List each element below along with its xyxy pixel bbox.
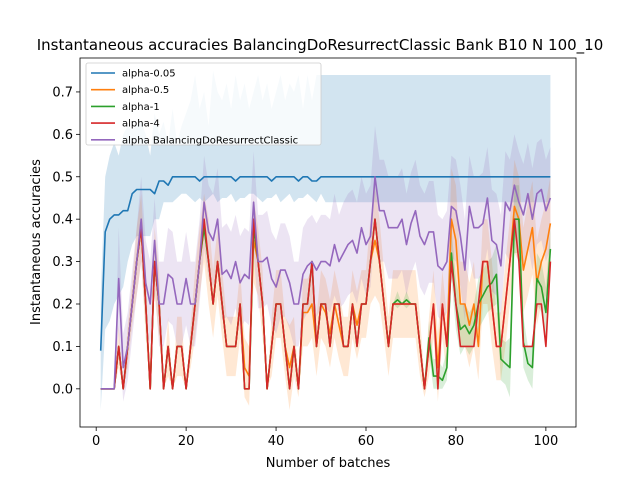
y-tick-label: 0.4 [52, 213, 73, 228]
y-axis-label: Instantaneous accuracies [29, 159, 44, 325]
line-series-4 [100, 176, 552, 390]
legend: alpha-0.05 alpha-0.5 alpha-1 alpha-4 alpha B… [85, 62, 322, 146]
x-tick-label: 40 [268, 434, 285, 449]
chart-title: Instantaneous accuracies BalancingDoResu… [37, 36, 604, 55]
y-tick-label: 0.5 [52, 170, 73, 185]
legend-label: alpha-0.05 [122, 69, 176, 80]
line-series-3 [100, 218, 552, 390]
legend-label: alpha-0.5 [122, 85, 169, 96]
line-series-0 [99, 176, 551, 351]
y-tick-label: 0.1 [52, 340, 73, 355]
y-tick-label: 0.3 [52, 255, 73, 270]
x-tick-label: 60 [358, 434, 375, 449]
legend-label: alpha BalancingDoResurrectClassic [122, 135, 298, 146]
x-axis-ticks: 0 20 40 60 80 100 [92, 427, 558, 449]
band-series-2 [100, 185, 551, 398]
y-axis-ticks: 0.0 0.1 0.2 0.3 0.4 0.5 0.6 0.7 [52, 85, 80, 397]
legend-label: alpha-4 [122, 119, 160, 130]
band-series-4 [100, 125, 551, 402]
x-tick-label: 100 [533, 434, 558, 449]
x-tick-label: 80 [448, 434, 465, 449]
y-tick-label: 0.6 [52, 128, 73, 143]
x-axis-label: Number of batches [266, 456, 391, 471]
y-tick-label: 0.0 [52, 382, 73, 397]
y-tick-label: 0.2 [52, 298, 73, 313]
x-tick-label: 20 [178, 434, 195, 449]
x-tick-label: 0 [92, 434, 100, 449]
series-lines [99, 176, 552, 390]
y-tick-label: 0.7 [52, 85, 73, 100]
plot-frame [79, 57, 577, 428]
confidence-bands [100, 70, 551, 410]
band-series-1 [100, 159, 551, 410]
legend-label: alpha-1 [122, 102, 160, 113]
band-series-0 [100, 70, 551, 410]
legend-box [85, 62, 322, 146]
